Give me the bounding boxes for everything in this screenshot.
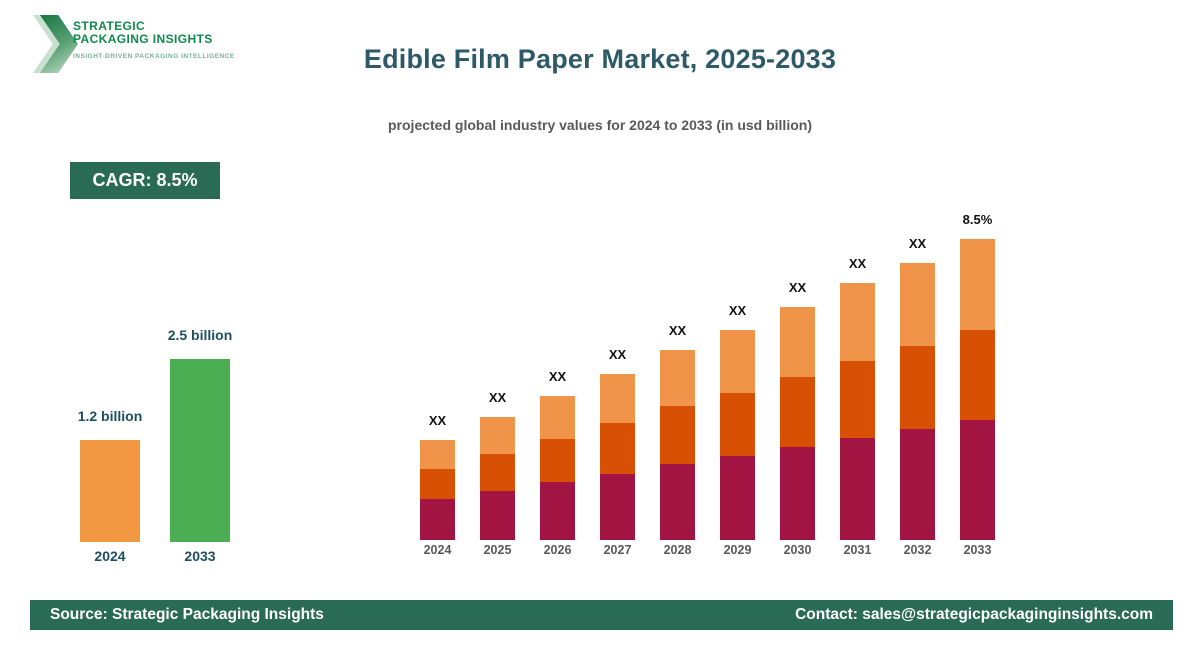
x-axis-label-2028: 2028 — [663, 543, 692, 557]
summary-bar-chart: 1.2 billion 2024 2.5 billion 2033 — [40, 320, 260, 570]
bar-value-label-2027: XX — [608, 347, 627, 362]
segment-top-2028 — [660, 350, 695, 406]
bar-value-label-2028: XX — [668, 323, 687, 338]
segment-bottom-2025 — [480, 491, 515, 540]
segment-bottom-2028 — [660, 464, 695, 540]
segment-top-2024 — [420, 440, 455, 469]
mini-axis-label-2033: 2033 — [184, 548, 216, 564]
x-axis-label-2031: 2031 — [843, 543, 872, 557]
logo-text: STRATEGIC PACKAGING INSIGHTS INSIGHT-DRI… — [73, 19, 235, 61]
segment-top-2033 — [960, 239, 995, 330]
bar-value-label-2030: XX — [788, 280, 807, 295]
segment-top-2031 — [840, 283, 875, 361]
segment-bottom-2029 — [720, 456, 755, 540]
bar-value-label-2029: XX — [728, 303, 747, 318]
bar-value-label-2033: 8.5% — [962, 212, 993, 227]
logo: STRATEGIC PACKAGING INSIGHTS INSIGHT-DRI… — [33, 14, 363, 76]
segment-top-2032 — [900, 263, 935, 346]
x-axis-label-2030: 2030 — [783, 543, 812, 557]
segment-middle-2032 — [900, 346, 935, 429]
segment-bottom-2026 — [540, 482, 575, 540]
x-axis-label-2032: 2032 — [903, 543, 932, 557]
mini-axis-label-2024: 2024 — [94, 548, 126, 564]
logo-tagline: INSIGHT-DRIVEN PACKAGING INTELLIGENCE — [73, 53, 235, 60]
segment-top-2025 — [480, 417, 515, 454]
segment-top-2027 — [600, 374, 635, 423]
page-subtitle: projected global industry values for 202… — [388, 117, 812, 133]
x-axis-label-2027: 2027 — [603, 543, 632, 557]
segment-bottom-2030 — [780, 447, 815, 540]
mini-value-label-2033: 2.5 billion — [167, 327, 233, 343]
segment-top-2029 — [720, 330, 755, 393]
logo-line2: PACKAGING INSIGHTS — [73, 32, 213, 46]
segment-middle-2026 — [540, 439, 575, 482]
segment-bottom-2031 — [840, 438, 875, 540]
segment-middle-2033 — [960, 330, 995, 420]
segment-bottom-2033 — [960, 420, 995, 540]
mini-bar-2033 — [170, 359, 230, 542]
bar-value-label-2024: XX — [428, 413, 447, 428]
x-axis-label-2029: 2029 — [723, 543, 752, 557]
mini-value-label-2024: 1.2 billion — [77, 408, 143, 424]
stacked-bar-chart: XX 2024 XX 2025 XX 2026 XX 2027 XX 2028 XX 2029 XX 20… — [400, 200, 1020, 565]
footer-band: Source: Strategic Packaging Insights Con… — [30, 600, 1173, 630]
bar-value-label-2032: XX — [908, 236, 927, 251]
segment-top-2026 — [540, 396, 575, 439]
segment-middle-2031 — [840, 361, 875, 438]
segment-middle-2024 — [420, 469, 455, 499]
segment-bottom-2032 — [900, 429, 935, 540]
segment-middle-2030 — [780, 377, 815, 447]
footer-contact: Contact: sales@strategicpackaginginsight… — [795, 606, 1153, 623]
segment-middle-2028 — [660, 406, 695, 464]
segment-middle-2025 — [480, 454, 515, 491]
x-axis-label-2024: 2024 — [423, 543, 452, 557]
bar-value-label-2025: XX — [488, 390, 507, 405]
x-axis-label-2025: 2025 — [483, 543, 512, 557]
footer-source: Source: Strategic Packaging Insights — [50, 606, 324, 623]
logo-line1: STRATEGIC — [73, 19, 146, 33]
x-axis-label-2026: 2026 — [543, 543, 572, 557]
segment-middle-2027 — [600, 423, 635, 474]
page-title: Edible Film Paper Market, 2025-2033 — [363, 44, 837, 74]
segment-middle-2029 — [720, 393, 755, 456]
segment-top-2030 — [780, 307, 815, 377]
bar-value-label-2031: XX — [848, 256, 867, 271]
cagr-badge: CAGR: 8.5% — [70, 162, 220, 199]
mini-bar-2024 — [80, 440, 140, 542]
segment-bottom-2027 — [600, 474, 635, 540]
bar-value-label-2026: XX — [548, 369, 567, 384]
segment-bottom-2024 — [420, 499, 455, 540]
x-axis-label-2033: 2033 — [963, 543, 992, 557]
